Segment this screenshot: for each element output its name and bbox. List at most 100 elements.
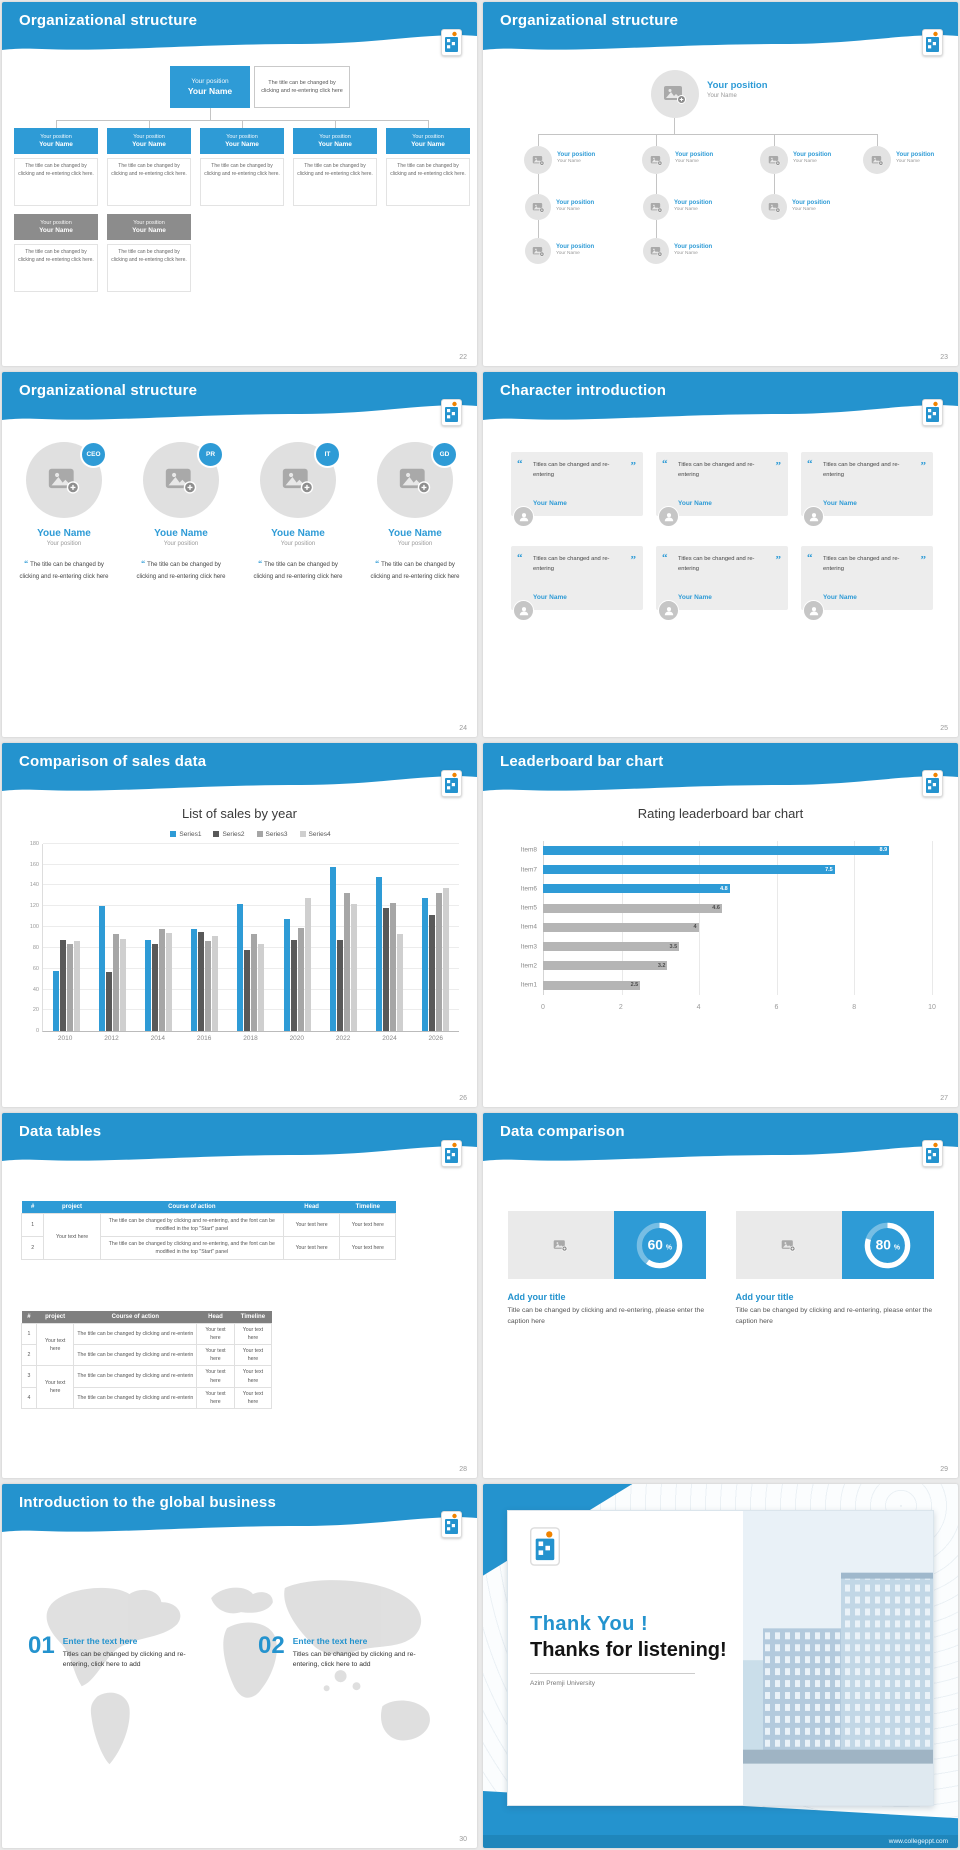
quote-card[interactable]: “ Titles can be changed and re-entering ” Y…: [656, 452, 788, 528]
org-position: Your position: [556, 244, 595, 250]
gridline: [43, 884, 459, 886]
person-name: Youe Name: [154, 528, 208, 540]
bar-group: [274, 844, 320, 1032]
org-position: Your position: [412, 134, 444, 140]
quote-card[interactable]: “ Titles can be changed and re-entering ” Y…: [511, 546, 643, 622]
col-header: #: [21, 1311, 37, 1324]
value-label: 4.8: [720, 885, 728, 892]
cell-head: Your text here: [196, 1323, 235, 1346]
org-box[interactable]: Your position Your Name: [200, 128, 284, 154]
cell-head: Your text here: [196, 1365, 235, 1388]
gridline: [43, 905, 459, 907]
bar: [397, 934, 404, 1032]
person-card[interactable]: CEO Youe Name Your position “The title c…: [12, 441, 116, 583]
quote-card[interactable]: “ Titles can be changed and re-entering ” Y…: [656, 546, 788, 622]
org-name: Your Name: [675, 159, 699, 164]
bar: 7.5: [543, 865, 835, 875]
person-card[interactable]: GD Youe Name Your position “The title ca…: [363, 441, 467, 583]
role-badge: GD: [431, 441, 458, 469]
text-point[interactable]: 02 Enter the text here Titles can be cha…: [258, 1633, 464, 1672]
block-title: Add your title: [507, 1292, 566, 1303]
cell-timeline: Your text here: [339, 1236, 397, 1261]
bar-row: Item7 7.5: [521, 865, 932, 875]
slide-28[interactable]: Data tables # project Course of action H…: [2, 1113, 477, 1478]
avatar-placeholder[interactable]: [525, 194, 551, 220]
connector-line: [877, 134, 878, 146]
slide-content: List of sales by year Series1 Series2 Seri…: [2, 795, 477, 1107]
quote-card[interactable]: “ Titles can be changed and re-entering ” Y…: [511, 452, 643, 528]
bar: 3.5: [543, 942, 680, 952]
col-header: Head: [283, 1201, 340, 1214]
bar: [198, 932, 205, 1032]
quote-close-icon: ”: [630, 554, 637, 567]
bar: [119, 938, 126, 1032]
avatar-placeholder[interactable]: [643, 238, 669, 264]
footer-bar: www.collegeppt.com: [483, 1835, 958, 1848]
slide-30[interactable]: Introduction to the global business 01: [2, 1483, 477, 1848]
image-placeholder-icon: [650, 155, 663, 166]
connector-line: [538, 174, 539, 194]
slide-29[interactable]: Data comparison 60 %: [483, 1113, 958, 1478]
avatar-placeholder[interactable]: [642, 146, 670, 174]
slide-23[interactable]: Organizational structure Your position Y…: [483, 2, 958, 367]
bar: [258, 943, 265, 1032]
slide-header: Organizational structure: [483, 2, 958, 56]
bar: [105, 971, 112, 1032]
page-number: 28: [459, 1465, 467, 1473]
person-position: Your position: [163, 541, 199, 548]
category-label: Item1: [520, 981, 537, 989]
bar-row: Item6 4.8: [521, 884, 932, 894]
category-label: Item5: [520, 904, 537, 912]
footer-url[interactable]: www.collegeppt.com: [888, 1838, 948, 1845]
avatar-placeholder[interactable]: [651, 70, 699, 118]
org-box-gray[interactable]: Your position Your Name: [14, 214, 98, 240]
col-header: Timeline: [234, 1311, 272, 1324]
role-badge: CEO: [80, 441, 107, 469]
org-box[interactable]: Your position Your Name: [386, 128, 470, 154]
page-number: 22: [459, 354, 467, 362]
y-tick-label: 20: [32, 1007, 39, 1014]
person-position: Your position: [46, 541, 82, 548]
data-table-2[interactable]: # project Course of action Head Timeline…: [21, 1311, 273, 1409]
org-name: Your Name: [707, 93, 737, 99]
org-label: Your position Your Name: [556, 244, 594, 256]
data-table-1[interactable]: # project Course of action Head Timeline…: [20, 1201, 397, 1261]
quote-text: Titles can be changed and re-entering: [533, 462, 610, 478]
org-box-gray[interactable]: Your position Your Name: [107, 214, 191, 240]
gridline: [43, 967, 459, 969]
slide-24[interactable]: Organizational structure CEO Youe Name Y…: [2, 372, 477, 737]
org-box[interactable]: Your position Your Name: [293, 128, 377, 154]
org-box[interactable]: Your position Your Name: [14, 128, 98, 154]
text-point[interactable]: 01 Enter the text here Titles can be cha…: [28, 1633, 234, 1672]
comparison-block[interactable]: 80 % Add your title Title can be changed…: [735, 1211, 934, 1327]
slide-25[interactable]: Character introduction “ Titles can be ch…: [483, 372, 958, 737]
quote-card[interactable]: “ Titles can be changed and re-entering ” Y…: [801, 452, 933, 528]
avatar-placeholder[interactable]: [761, 194, 787, 220]
avatar-placeholder[interactable]: [643, 194, 669, 220]
avatar-placeholder[interactable]: [525, 238, 551, 264]
comparison-block[interactable]: 60 % Add your title Title can be changed…: [507, 1211, 706, 1327]
bar-row: Item4 4: [521, 922, 932, 932]
org-position: Your position: [133, 134, 165, 140]
slide-26[interactable]: Comparison of sales data List of sales b…: [2, 742, 477, 1108]
chart-title: Rating leaderboard bar chart: [637, 805, 804, 821]
avatar-placeholder[interactable]: [863, 146, 891, 174]
slide-22[interactable]: Organizational structure Your position Y…: [2, 2, 477, 367]
org-box[interactable]: Your position Your Name: [107, 128, 191, 154]
col-header: Course of action: [100, 1201, 284, 1214]
college-logo-icon: [441, 1510, 462, 1538]
bar-group: [367, 844, 413, 1032]
slide-31[interactable]: Thank You ! Thanks for listening! Azim P…: [483, 1483, 958, 1848]
person-card[interactable]: PR Youe Name Your position “The title ca…: [129, 441, 233, 583]
header-wave-shape: [2, 1113, 477, 1162]
org-root-box[interactable]: Your position Your Name: [170, 66, 250, 108]
avatar-placeholder[interactable]: [760, 146, 788, 174]
value-label: 8.9: [879, 847, 888, 854]
person-card[interactable]: IT Youe Name Your position “The title ca…: [246, 441, 350, 583]
quote-card[interactable]: “ Titles can be changed and re-entering ” Y…: [801, 546, 933, 622]
legend-swatch: [213, 831, 220, 838]
comparison-card: 80 %: [735, 1211, 934, 1280]
slide-27[interactable]: Leaderboard bar chart Rating leaderboard…: [483, 742, 958, 1108]
avatar-placeholder[interactable]: [524, 146, 552, 174]
